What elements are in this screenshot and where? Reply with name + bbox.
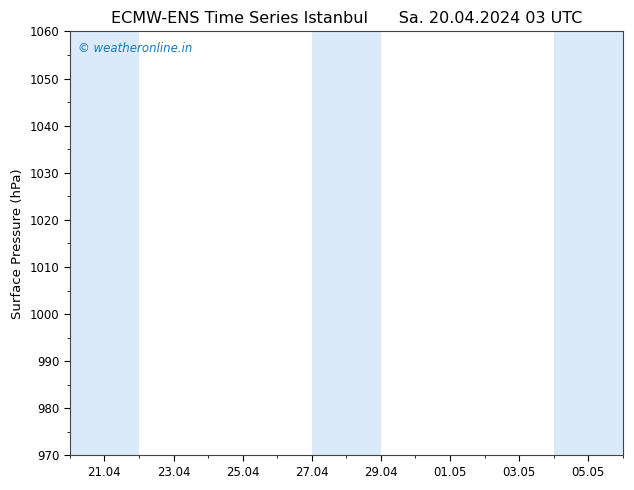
Text: © weatheronline.in: © weatheronline.in: [78, 42, 193, 55]
Bar: [70, 31, 139, 456]
Bar: [553, 31, 623, 456]
Bar: [312, 31, 381, 456]
Title: ECMW-ENS Time Series Istanbul      Sa. 20.04.2024 03 UTC: ECMW-ENS Time Series Istanbul Sa. 20.04.…: [111, 11, 582, 26]
Y-axis label: Surface Pressure (hPa): Surface Pressure (hPa): [11, 168, 24, 319]
